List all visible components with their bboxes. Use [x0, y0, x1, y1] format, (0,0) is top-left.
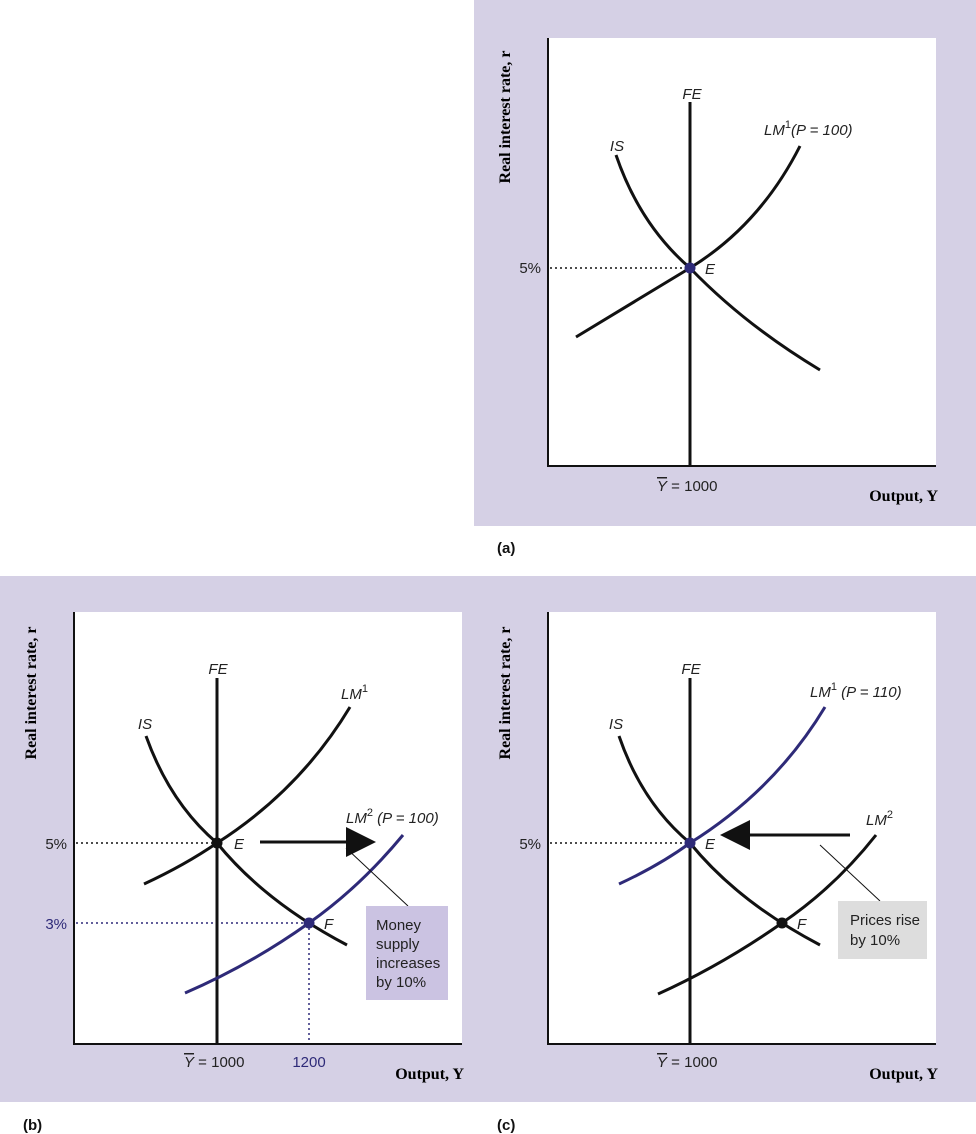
- panel-a-fe-label: FE: [682, 86, 702, 103]
- panel-c-is-curve: [617, 735, 821, 947]
- panel-b-caption: (b): [23, 1117, 42, 1134]
- panel-b-lm1-label: LM1: [341, 683, 368, 703]
- panel-c-x-label: Output, Y: [869, 1066, 938, 1083]
- panel-c-point-f: [776, 917, 788, 929]
- panel-c-note-leader: [819, 844, 881, 902]
- panel-a-point-e-label: E: [705, 261, 716, 278]
- panel-b-is-label: IS: [138, 716, 152, 733]
- panel-c-lm1-curve: [618, 706, 827, 886]
- panel-b-note-line-4: by 10%: [376, 974, 426, 991]
- panel-b-y-label: Real interest rate, r: [23, 627, 40, 760]
- panel-b-lm1-curve: [143, 706, 352, 886]
- panel-a-ybar-label: Y = 1000: [657, 478, 717, 495]
- panel-b-note-line-1: Money: [376, 917, 422, 934]
- panel-c-fe-label: FE: [681, 661, 701, 678]
- panel-b-point-f: [303, 917, 315, 929]
- panel-b-note-line-3: increases: [376, 955, 440, 972]
- panel-c-note-line-1: Prices rise: [850, 912, 920, 929]
- panel-b-fe-label: FE: [208, 661, 228, 678]
- panel-b: Real interest rate, r Output, Y 5% 3% 12…: [23, 612, 464, 1083]
- panel-a: Real interest rate, r Output, Y 5% FE IS…: [497, 38, 938, 505]
- panel-b-note-line-2: supply: [376, 936, 420, 953]
- panel-c-ybar-label: Y = 1000: [657, 1054, 717, 1071]
- panel-a-x-label: Output, Y: [869, 488, 938, 505]
- panel-c-y-label: Real interest rate, r: [497, 627, 514, 760]
- panel-c-note-box: [838, 901, 927, 959]
- panel-c-lm2-label: LM2: [866, 809, 893, 829]
- panel-c-lm1-label: LM1 (P = 110): [810, 681, 902, 701]
- panel-b-point-f-label: F: [324, 916, 334, 933]
- panel-a-is-curve: [614, 154, 821, 372]
- panel-a-point-e: [684, 262, 696, 274]
- panel-a-lm-label: LM1(P = 100): [764, 119, 853, 139]
- panel-b-x-label: Output, Y: [395, 1066, 464, 1083]
- panel-c-point-f-label: F: [797, 916, 807, 933]
- panel-b-lm2-label: LM2 (P = 100): [346, 807, 439, 827]
- panel-c-5pct-label: 5%: [519, 836, 541, 853]
- panel-c-caption: (c): [497, 1117, 515, 1134]
- panel-c: Real interest rate, r Output, Y 5% FE IS…: [497, 612, 938, 1083]
- panel-b-5pct-label: 5%: [45, 836, 67, 853]
- panel-c-point-e-label: E: [705, 836, 716, 853]
- panel-b-1200-label: 1200: [292, 1054, 325, 1071]
- panel-b-point-e-label: E: [234, 836, 245, 853]
- panel-a-caption: (a): [497, 540, 515, 557]
- panel-a-plot-area: [548, 38, 936, 466]
- panel-c-note-line-2: by 10%: [850, 932, 900, 949]
- panel-b-ybar-label: Y = 1000: [184, 1054, 244, 1071]
- panel-a-5pct-label: 5%: [519, 260, 541, 277]
- panel-b-note-leader: [345, 847, 409, 907]
- panel-b-point-e: [211, 837, 223, 849]
- panel-c-point-e: [684, 837, 696, 849]
- panel-a-is-label: IS: [610, 138, 624, 155]
- panel-c-is-label: IS: [609, 716, 623, 733]
- panel-b-note-box: [366, 906, 448, 1000]
- panel-a-lm-curve: [575, 145, 802, 339]
- panel-a-y-label: Real interest rate, r: [497, 51, 514, 184]
- panel-b-3pct-label: 3%: [45, 916, 67, 933]
